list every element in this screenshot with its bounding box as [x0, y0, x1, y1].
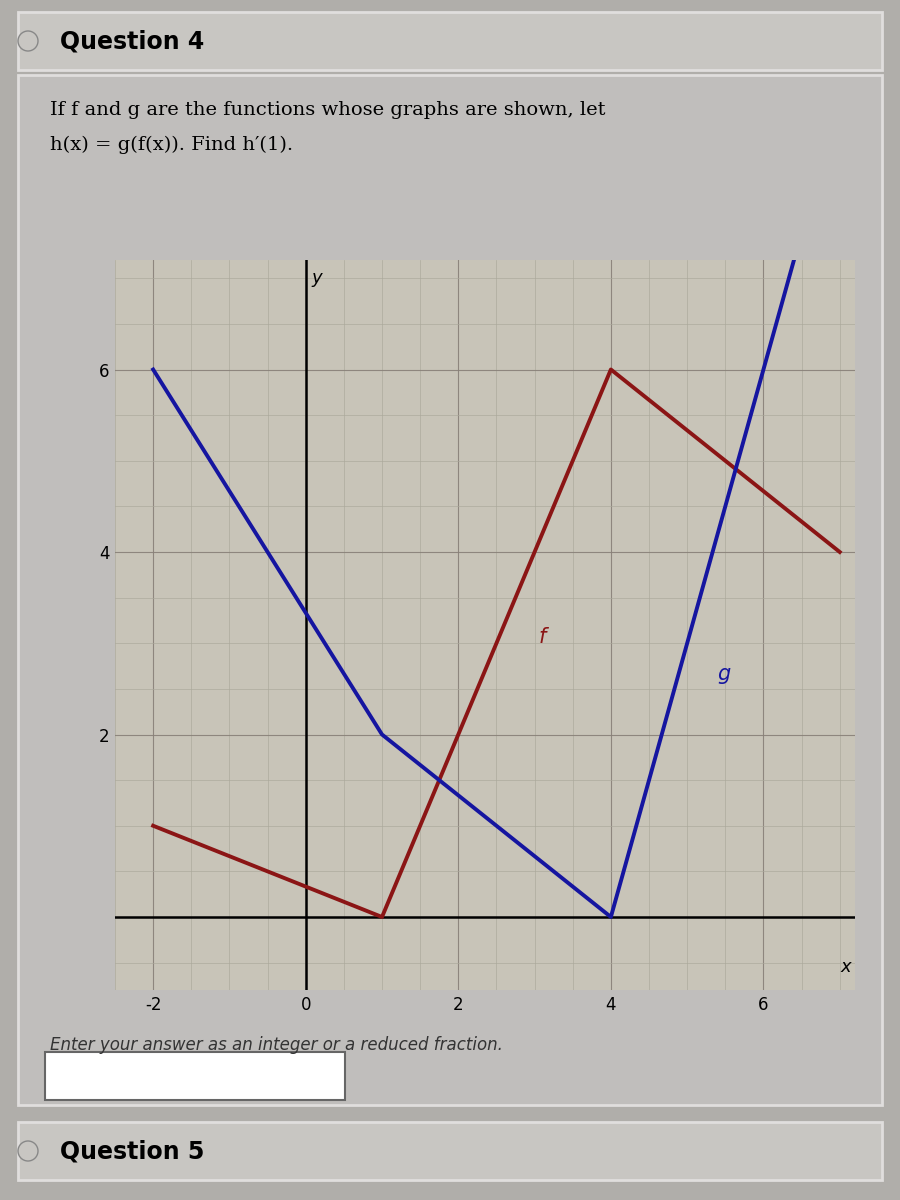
- Text: y: y: [312, 269, 322, 287]
- Bar: [18, 74, 882, 1105]
- Circle shape: [18, 1141, 38, 1162]
- Text: x: x: [841, 958, 851, 976]
- Text: Enter your answer as an integer or a reduced fraction.: Enter your answer as an integer or a red…: [50, 1036, 503, 1054]
- Text: Question 4: Question 4: [60, 29, 204, 53]
- Text: Question 5: Question 5: [60, 1139, 204, 1163]
- Text: g: g: [717, 664, 731, 684]
- Text: f: f: [538, 628, 545, 647]
- Bar: [45, 1052, 345, 1100]
- Circle shape: [18, 31, 38, 50]
- Bar: [18, 1122, 882, 1180]
- Text: h(x) = g(f(x)). Find h′(1).: h(x) = g(f(x)). Find h′(1).: [50, 136, 293, 154]
- Bar: [18, 12, 882, 70]
- Text: If f and g are the functions whose graphs are shown, let: If f and g are the functions whose graph…: [50, 101, 606, 119]
